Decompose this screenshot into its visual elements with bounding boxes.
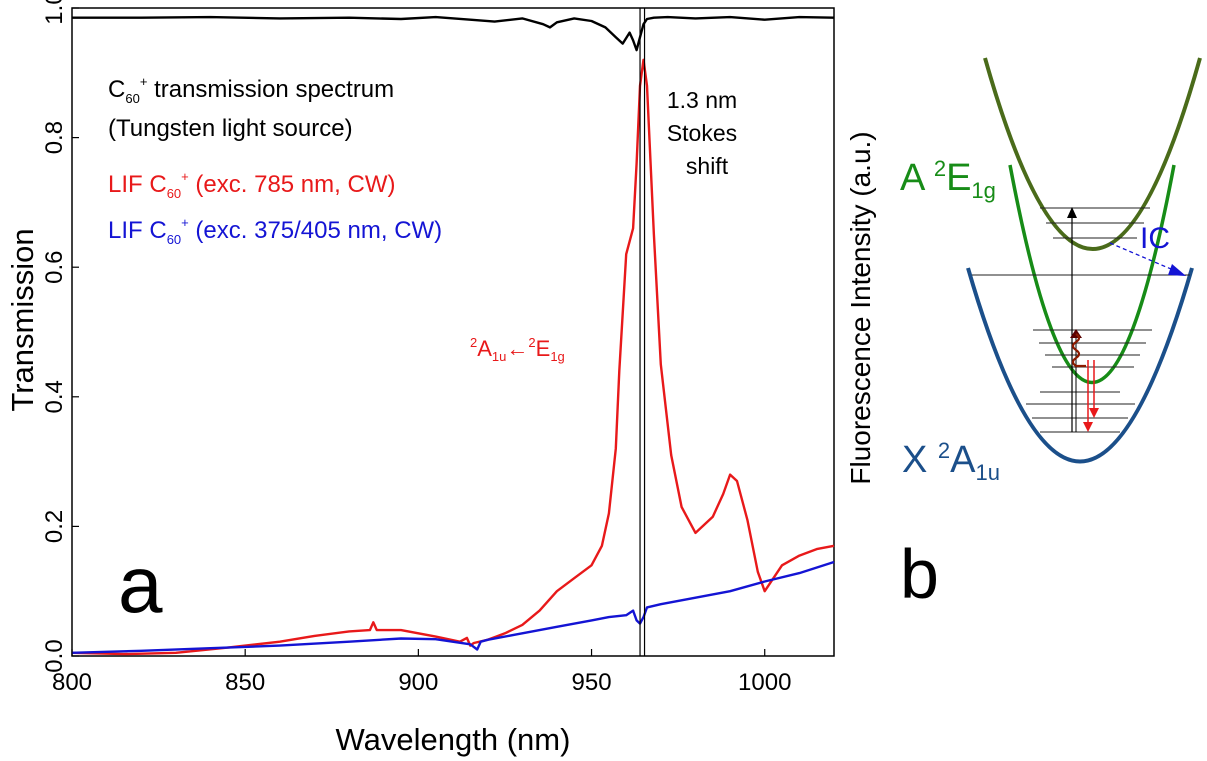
legend-transmission-sup: + bbox=[140, 74, 148, 89]
lower-state-sup: 2 bbox=[938, 438, 950, 463]
y-tick-label: 0.4 bbox=[41, 380, 68, 413]
ic-arrow bbox=[1109, 242, 1179, 273]
x-tick-label: 1000 bbox=[738, 669, 791, 696]
legend-lif-blue: LIF C60+ (exc. 375/405 nm, CW) bbox=[108, 215, 442, 247]
upper-state-sup: 2 bbox=[934, 156, 946, 181]
transition-a: A bbox=[477, 336, 492, 361]
upper-state-label: A 2E1g bbox=[900, 156, 996, 203]
potential-curve-top bbox=[983, 57, 1202, 251]
legend-lif-blue-rest: (exc. 375/405 nm, CW) bbox=[189, 217, 442, 244]
y-tick-label: 0.0 bbox=[41, 639, 68, 672]
excitation-arrowhead bbox=[1067, 207, 1077, 218]
upper-state-prefix: A bbox=[900, 157, 934, 199]
legend-lif-blue-prefix: LIF C bbox=[108, 217, 167, 244]
x-tick-label: 950 bbox=[572, 669, 612, 696]
vibrational-relaxation-wave bbox=[1071, 333, 1086, 368]
potential-curve-upper-state bbox=[1008, 164, 1176, 385]
series-line-0 bbox=[72, 15, 835, 52]
legend-transmission-main: C bbox=[108, 76, 125, 103]
legend-transmission: C60+ transmission spectrum bbox=[108, 74, 394, 106]
lower-state-main: A bbox=[950, 439, 976, 481]
y-axis-label-right: Fluorescence Intensity (a.u.) bbox=[845, 131, 876, 484]
x-axis-label: Wavelength (nm) bbox=[336, 722, 571, 757]
series-line-1 bbox=[71, 58, 835, 656]
legend-lif-red-rest: (exc. 785 nm, CW) bbox=[189, 171, 396, 198]
panel-a: 800 850 900 950 1000 0.0 0.2 0.4 0.6 0.8 1.0 Wave… bbox=[5, 0, 876, 757]
upper-state-main: E bbox=[946, 157, 971, 199]
x-tick-label: 850 bbox=[225, 669, 265, 696]
transition-sup1: 2 bbox=[470, 335, 477, 350]
legend-transmission-rest: transmission spectrum bbox=[147, 76, 394, 103]
transition-arrow: ← bbox=[506, 336, 528, 361]
y-tick-label: 0.8 bbox=[41, 121, 68, 154]
upper-state-sub: 1g bbox=[971, 178, 995, 203]
series-line-2 bbox=[71, 560, 835, 654]
legend-light-source: (Tungsten light source) bbox=[108, 115, 353, 142]
stokes-line2: Stokes bbox=[667, 120, 737, 146]
fluorescence-arrowhead-1 bbox=[1083, 422, 1093, 432]
stokes-line3: shift bbox=[686, 153, 729, 179]
y-axis-label: Transmission bbox=[5, 228, 40, 411]
panel-label-b: b bbox=[900, 535, 939, 613]
potential-curve-ground-state bbox=[966, 267, 1194, 464]
vline-layer bbox=[639, 8, 646, 656]
x-axis-ticks: 800 850 900 950 1000 bbox=[52, 649, 791, 696]
y-tick-label: 0.6 bbox=[41, 251, 68, 284]
legend-lif-red-sup: + bbox=[181, 169, 189, 184]
transition-sup2: 2 bbox=[528, 335, 535, 350]
legend-lif-red-prefix: LIF C bbox=[108, 171, 167, 198]
y-axis-ticks: 0.0 0.2 0.4 0.6 0.8 1.0 bbox=[41, 0, 79, 673]
transition-sub2: 1g bbox=[550, 349, 564, 364]
ic-label: IC bbox=[1140, 222, 1170, 255]
transition-e: E bbox=[536, 336, 551, 361]
stokes-line1: 1.3 nm bbox=[667, 87, 737, 113]
transition-sub1: 1u bbox=[492, 349, 506, 364]
plot-frame bbox=[71, 7, 835, 657]
legend-lif-red: LIF C60+ (exc. 785 nm, CW) bbox=[108, 169, 395, 201]
y-tick-label: 0.2 bbox=[41, 510, 68, 543]
lower-state-prefix: X bbox=[902, 439, 938, 481]
legend-lif-red-sub: 60 bbox=[167, 186, 181, 201]
legend-lif-blue-sub: 60 bbox=[167, 232, 181, 247]
y-tick-label: 1.0 bbox=[41, 0, 68, 25]
fluorescence-arrowhead-2 bbox=[1089, 408, 1099, 418]
series-layer bbox=[71, 15, 835, 656]
lower-state-sub: 1u bbox=[976, 460, 1000, 485]
vibrational-levels bbox=[972, 207, 1190, 433]
x-tick-label: 900 bbox=[398, 669, 438, 696]
x-tick-label: 800 bbox=[52, 669, 92, 696]
ic-arrowhead bbox=[1168, 264, 1186, 276]
lower-state-label: X 2A1u bbox=[902, 438, 1000, 485]
panel-label-a: a bbox=[118, 540, 163, 629]
transition-label: 2A1u←2E1g bbox=[470, 335, 565, 364]
legend-transmission-sub: 60 bbox=[125, 91, 139, 106]
legend-lif-blue-sup: + bbox=[181, 215, 189, 230]
panel-b: A 2E1g X 2A1u IC bbox=[900, 57, 1202, 613]
